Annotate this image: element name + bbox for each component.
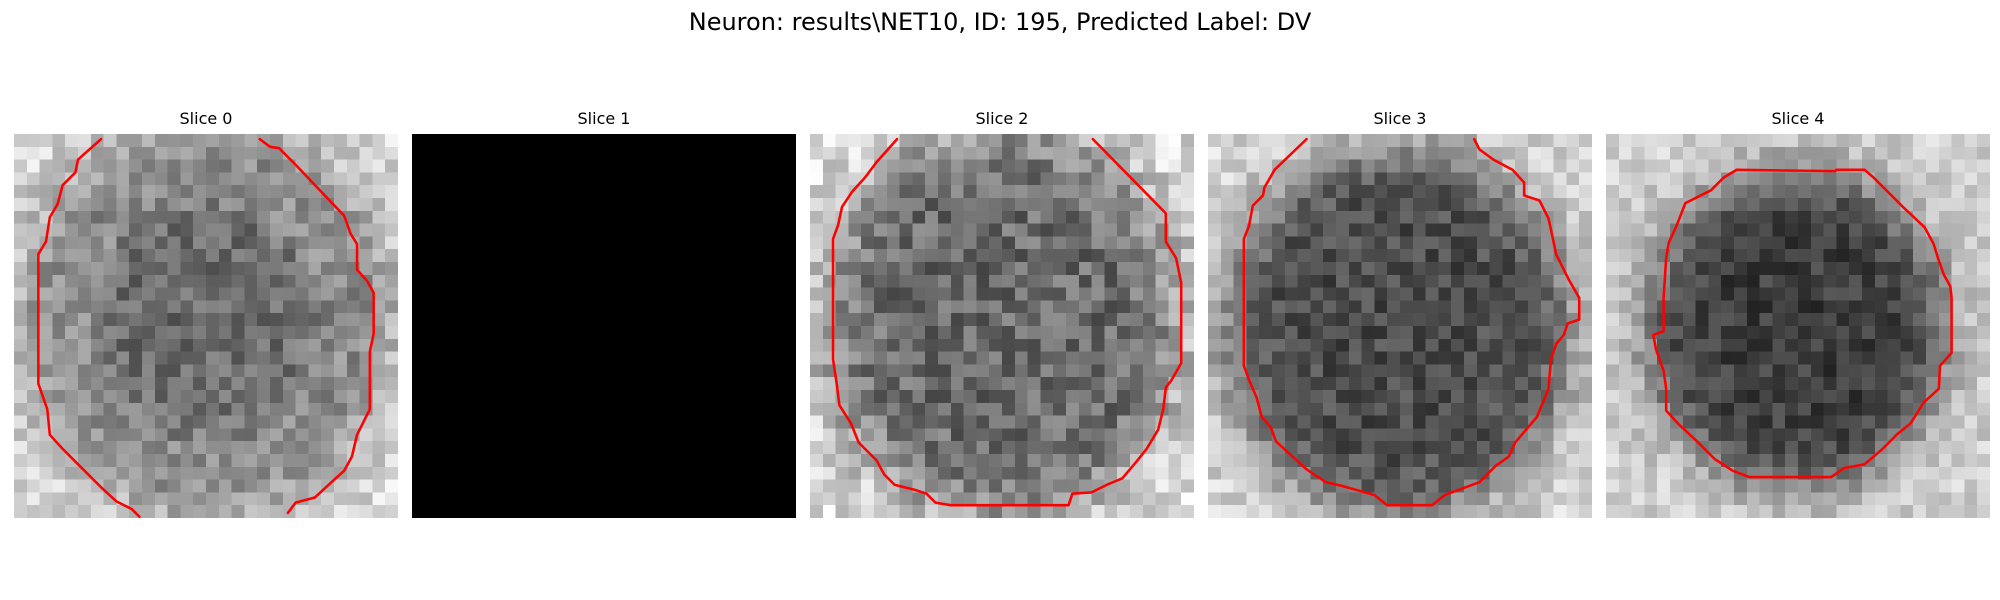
slice-image-4 [1606, 134, 1990, 518]
figure-title: Neuron: results\NET10, ID: 195, Predicte… [688, 8, 1312, 36]
pixel-grid [810, 134, 1194, 518]
slice-image-0 [14, 134, 398, 518]
slice-title: Slice 0 [179, 109, 233, 128]
slice-panel-4: Slice 4 [1606, 108, 1990, 518]
slice-title: Slice 3 [1373, 109, 1427, 128]
slice-title: Slice 2 [975, 109, 1029, 128]
contour-line [1652, 168, 1953, 479]
slice-panel-0: Slice 0 [14, 108, 398, 518]
contour-line [258, 137, 375, 515]
slice-image-3 [1208, 134, 1592, 518]
slice-title: Slice 1 [577, 109, 631, 128]
slice-image-1 [412, 134, 796, 518]
contour-line [37, 137, 141, 518]
empty-slice-fill [412, 134, 796, 518]
slice-title: Slice 4 [1771, 109, 1825, 128]
contour-line [1242, 137, 1581, 507]
slice-panel-1: Slice 1 [412, 108, 796, 518]
pixel-grid [1208, 134, 1592, 518]
slice-image-2 [810, 134, 1194, 518]
slice-panel-3: Slice 3 [1208, 108, 1592, 518]
contour-line [831, 137, 1183, 507]
slice-panel-2: Slice 2 [810, 108, 1194, 518]
pixel-grid [1606, 134, 1990, 518]
pixel-grid [14, 134, 398, 518]
